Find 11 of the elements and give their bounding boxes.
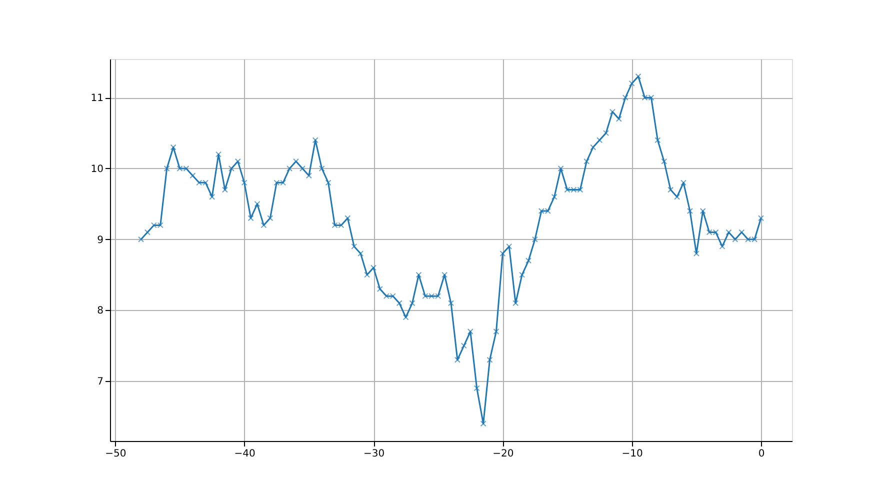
x-tick-label: −10: [622, 448, 643, 460]
y-tick-label: 11: [90, 93, 104, 104]
x-tick-label: −40: [234, 448, 256, 460]
y-tick-label: 9: [97, 234, 104, 246]
y-tick-label: 8: [97, 306, 104, 317]
y-tick-label: 7: [97, 376, 104, 388]
x-tick-label: −30: [363, 448, 385, 460]
y-tick-label: 10: [90, 164, 104, 175]
x-tick-label: −20: [492, 448, 514, 460]
x-tick-label: 0: [758, 448, 765, 460]
x-tick-label: −50: [105, 448, 126, 460]
